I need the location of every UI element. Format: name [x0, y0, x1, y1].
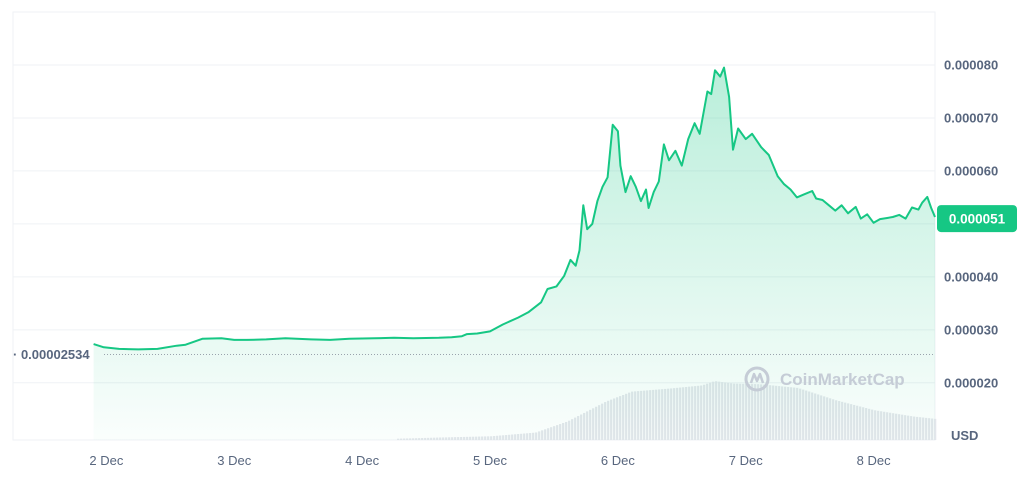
currency-label: USD — [951, 428, 978, 443]
x-tick-label: 3 Dec — [217, 453, 251, 468]
watermark-text: CoinMarketCap — [780, 370, 905, 389]
y-tick-label: 0.000060 — [944, 163, 998, 178]
y-tick-label: 0.000020 — [944, 375, 998, 390]
current-price-badge-bg — [937, 205, 1017, 233]
price-area-fill — [93, 67, 936, 440]
reference-price-label: · 0.00002534 — [13, 347, 90, 362]
x-axis: 2 Dec 3 Dec 4 Dec 5 Dec 6 Dec 7 Dec 8 Dec — [89, 453, 891, 468]
y-tick-label: 0.000040 — [944, 269, 998, 284]
current-price-label: 0.000051 — [949, 212, 1006, 227]
x-tick-label: 6 Dec — [601, 453, 635, 468]
coinmarketcap-logo-icon — [744, 366, 770, 392]
current-price-badge: 0.000051 — [937, 205, 1017, 233]
price-series-line — [93, 66, 936, 351]
x-tick-label: 4 Dec — [345, 453, 379, 468]
x-tick-label: 7 Dec — [729, 453, 763, 468]
y-tick-label: 0.000030 — [944, 322, 998, 337]
x-tick-label: 5 Dec — [473, 453, 507, 468]
y-tick-label: 0.000080 — [944, 57, 998, 72]
x-tick-label: 8 Dec — [857, 453, 891, 468]
x-tick-label: 2 Dec — [89, 453, 123, 468]
volume-bar — [934, 418, 937, 440]
watermark: CoinMarketCap — [744, 366, 905, 392]
y-tick-label: 0.000070 — [944, 110, 998, 125]
y-axis: 0.000080 0.000070 0.000060 0.000040 0.000030… — [944, 57, 998, 390]
